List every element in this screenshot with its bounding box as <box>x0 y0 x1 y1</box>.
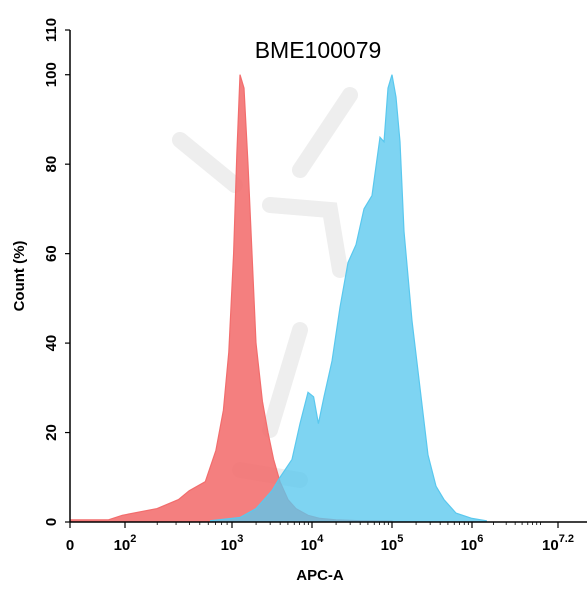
x-axis-ticks: 0 102 103 104 105 106 107.2 <box>66 522 574 554</box>
y-axis-label: Count (%) <box>11 241 28 312</box>
x-tick-label: 103 <box>221 533 244 554</box>
chart-title: BME100079 <box>255 37 382 63</box>
y-tick-label: 80 <box>43 156 60 173</box>
x-tick-label: 105 <box>381 533 404 554</box>
x-tick-label: 104 <box>301 533 325 554</box>
y-tick-label: 100 <box>43 62 60 87</box>
x-tick-label: 106 <box>461 533 484 554</box>
y-tick-label: 20 <box>43 424 60 441</box>
series-blue-area <box>210 74 487 522</box>
x-tick-label: 107.2 <box>542 533 574 554</box>
y-tick-label: 60 <box>43 245 60 262</box>
x-tick-label: 0 <box>66 537 74 554</box>
x-tick-label: 102 <box>114 533 137 554</box>
y-tick-label: 0 <box>43 518 60 526</box>
y-tick-label: 40 <box>43 335 60 352</box>
y-axis-ticks: 0 20 40 60 80 100 110 <box>43 18 70 526</box>
x-axis-label: APC-A <box>296 567 344 584</box>
y-tick-label: 110 <box>43 18 60 42</box>
series-layer <box>70 74 487 522</box>
